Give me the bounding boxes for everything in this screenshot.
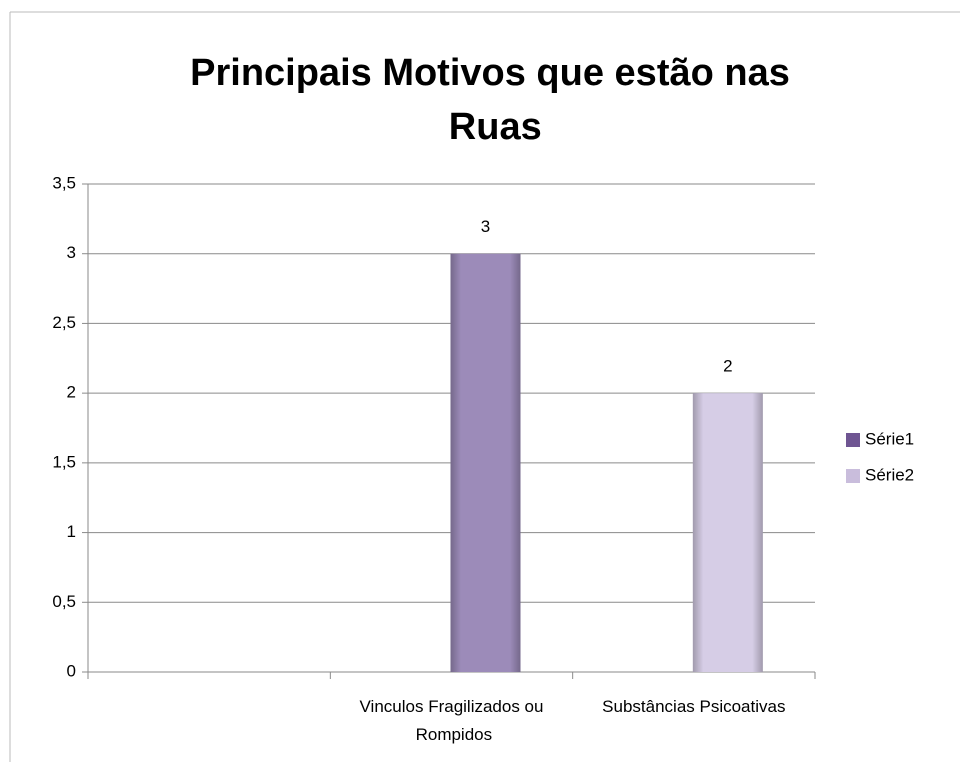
bar-group [450, 253, 521, 672]
bar-shade [692, 393, 763, 672]
bar-shade [450, 253, 521, 672]
legend-label: Série1 [865, 429, 914, 448]
y-tick-label: 2 [67, 383, 76, 402]
bar-group [692, 393, 763, 672]
y-tick-label: 2,5 [52, 313, 76, 332]
y-tick-label: 0 [67, 661, 76, 680]
x-tick-label: Vinculos Fragilizados ou Rompidos [360, 697, 544, 744]
chart-title: Principais Motivos que estão nas Ruas [190, 52, 790, 148]
y-tick-label: 0,5 [52, 592, 76, 611]
x-tick-label: Substâncias Psicoativas [602, 697, 785, 716]
legend-swatch [846, 433, 860, 447]
y-tick-label: 1 [67, 522, 76, 541]
data-label: 3 [481, 217, 490, 236]
y-tick-label: 1,5 [52, 452, 76, 471]
y-tick-label: 3 [67, 243, 76, 262]
data-label: 2 [723, 357, 732, 376]
legend-label: Série2 [865, 465, 914, 484]
legend-swatch [846, 469, 860, 483]
y-tick-label: 3,5 [52, 173, 76, 192]
